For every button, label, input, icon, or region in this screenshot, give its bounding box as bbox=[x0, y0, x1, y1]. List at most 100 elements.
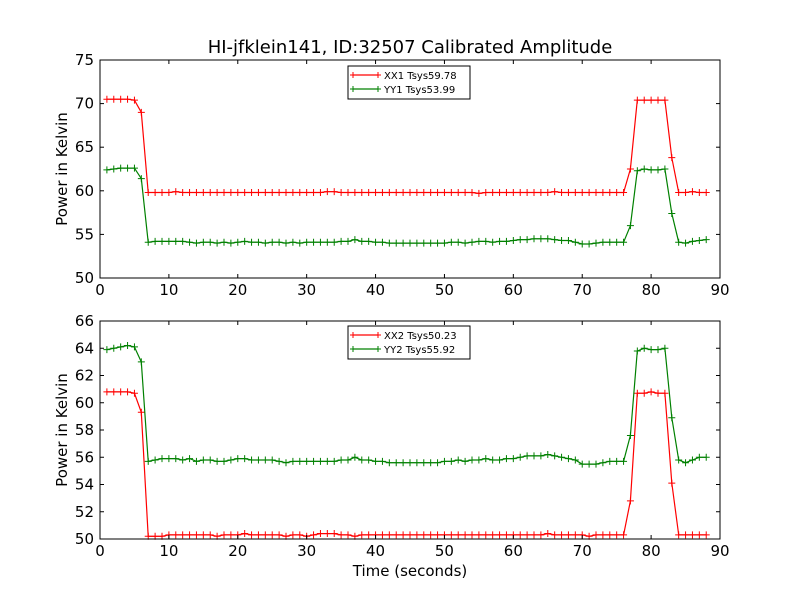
y-tick-label: 50 bbox=[75, 530, 94, 548]
y-tick-label: 50 bbox=[75, 269, 94, 287]
data-point bbox=[323, 457, 331, 465]
data-point bbox=[551, 236, 559, 244]
data-point bbox=[647, 346, 655, 354]
data-point bbox=[227, 239, 235, 247]
data-point bbox=[337, 189, 345, 197]
data-point bbox=[606, 531, 614, 539]
y-tick-label: 75 bbox=[75, 51, 94, 69]
data-point bbox=[392, 459, 400, 467]
data-point bbox=[654, 389, 662, 397]
data-point bbox=[199, 238, 207, 246]
data-point bbox=[234, 189, 242, 197]
data-point bbox=[461, 457, 469, 465]
y-tick-label: 58 bbox=[75, 421, 94, 439]
x-tick-label: 50 bbox=[435, 281, 454, 299]
data-point bbox=[268, 531, 276, 539]
y-tick-label: 64 bbox=[75, 339, 94, 357]
data-point bbox=[275, 189, 283, 197]
data-point bbox=[158, 237, 166, 245]
data-point bbox=[530, 531, 538, 539]
legend-marker bbox=[350, 346, 381, 352]
data-point bbox=[640, 389, 648, 397]
data-point bbox=[578, 189, 586, 197]
data-point bbox=[640, 344, 648, 352]
data-point bbox=[172, 237, 180, 245]
data-point bbox=[151, 237, 159, 245]
legend-marker bbox=[350, 72, 381, 78]
data-point bbox=[124, 342, 132, 350]
data-point bbox=[675, 238, 683, 246]
data-point bbox=[454, 238, 462, 246]
x-tick-label: 30 bbox=[297, 542, 316, 560]
data-point bbox=[516, 531, 524, 539]
data-point bbox=[179, 531, 187, 539]
data-point bbox=[151, 456, 159, 464]
data-point bbox=[110, 95, 118, 103]
data-point bbox=[282, 189, 290, 197]
data-point bbox=[392, 531, 400, 539]
data-point bbox=[571, 238, 579, 246]
y-tick-label: 65 bbox=[75, 138, 94, 156]
data-point bbox=[695, 531, 703, 539]
x-tick-label: 10 bbox=[159, 281, 178, 299]
data-point bbox=[427, 531, 435, 539]
data-point bbox=[475, 531, 483, 539]
data-point bbox=[702, 189, 710, 197]
data-point bbox=[626, 222, 634, 230]
data-point bbox=[613, 238, 621, 246]
data-point bbox=[447, 457, 455, 465]
legend-label: XX1 Tsys59.78 bbox=[384, 71, 457, 82]
data-point bbox=[558, 531, 566, 539]
data-point bbox=[558, 237, 566, 245]
data-point bbox=[130, 96, 138, 104]
data-point bbox=[440, 457, 448, 465]
data-point bbox=[592, 239, 600, 247]
data-point bbox=[496, 531, 504, 539]
x-tick-label: 80 bbox=[642, 542, 661, 560]
data-point bbox=[220, 457, 228, 465]
data-point bbox=[489, 456, 497, 464]
data-point bbox=[303, 189, 311, 197]
data-point bbox=[695, 237, 703, 245]
data-point bbox=[682, 459, 690, 467]
data-point bbox=[248, 238, 256, 246]
data-point bbox=[564, 237, 572, 245]
data-point bbox=[103, 95, 111, 103]
x-tick-label: 50 bbox=[435, 542, 454, 560]
data-point bbox=[544, 189, 552, 197]
data-point bbox=[296, 457, 304, 465]
data-point bbox=[296, 531, 304, 539]
data-point bbox=[323, 530, 331, 538]
data-point bbox=[103, 166, 111, 174]
data-point bbox=[186, 531, 194, 539]
y-tick-label: 66 bbox=[75, 312, 94, 330]
data-point bbox=[688, 531, 696, 539]
data-point bbox=[254, 238, 262, 246]
data-point bbox=[124, 164, 132, 172]
data-point bbox=[592, 531, 600, 539]
x-tick-label: 90 bbox=[710, 542, 729, 560]
data-point bbox=[310, 189, 318, 197]
data-point bbox=[413, 189, 421, 197]
data-point bbox=[151, 189, 159, 197]
data-point bbox=[179, 456, 187, 464]
data-point bbox=[303, 238, 311, 246]
data-point bbox=[564, 455, 572, 463]
data-point bbox=[103, 388, 111, 396]
data-point bbox=[365, 237, 373, 245]
data-point bbox=[275, 457, 283, 465]
data-point bbox=[378, 457, 386, 465]
data-point bbox=[695, 453, 703, 461]
data-point bbox=[316, 530, 324, 538]
data-point bbox=[372, 238, 380, 246]
data-point bbox=[551, 188, 559, 196]
data-point bbox=[365, 456, 373, 464]
data-point bbox=[626, 165, 634, 173]
data-point bbox=[344, 531, 352, 539]
data-point bbox=[640, 165, 648, 173]
data-point bbox=[682, 189, 690, 197]
data-point bbox=[496, 237, 504, 245]
data-point bbox=[192, 239, 200, 247]
data-point bbox=[537, 531, 545, 539]
data-point bbox=[571, 189, 579, 197]
